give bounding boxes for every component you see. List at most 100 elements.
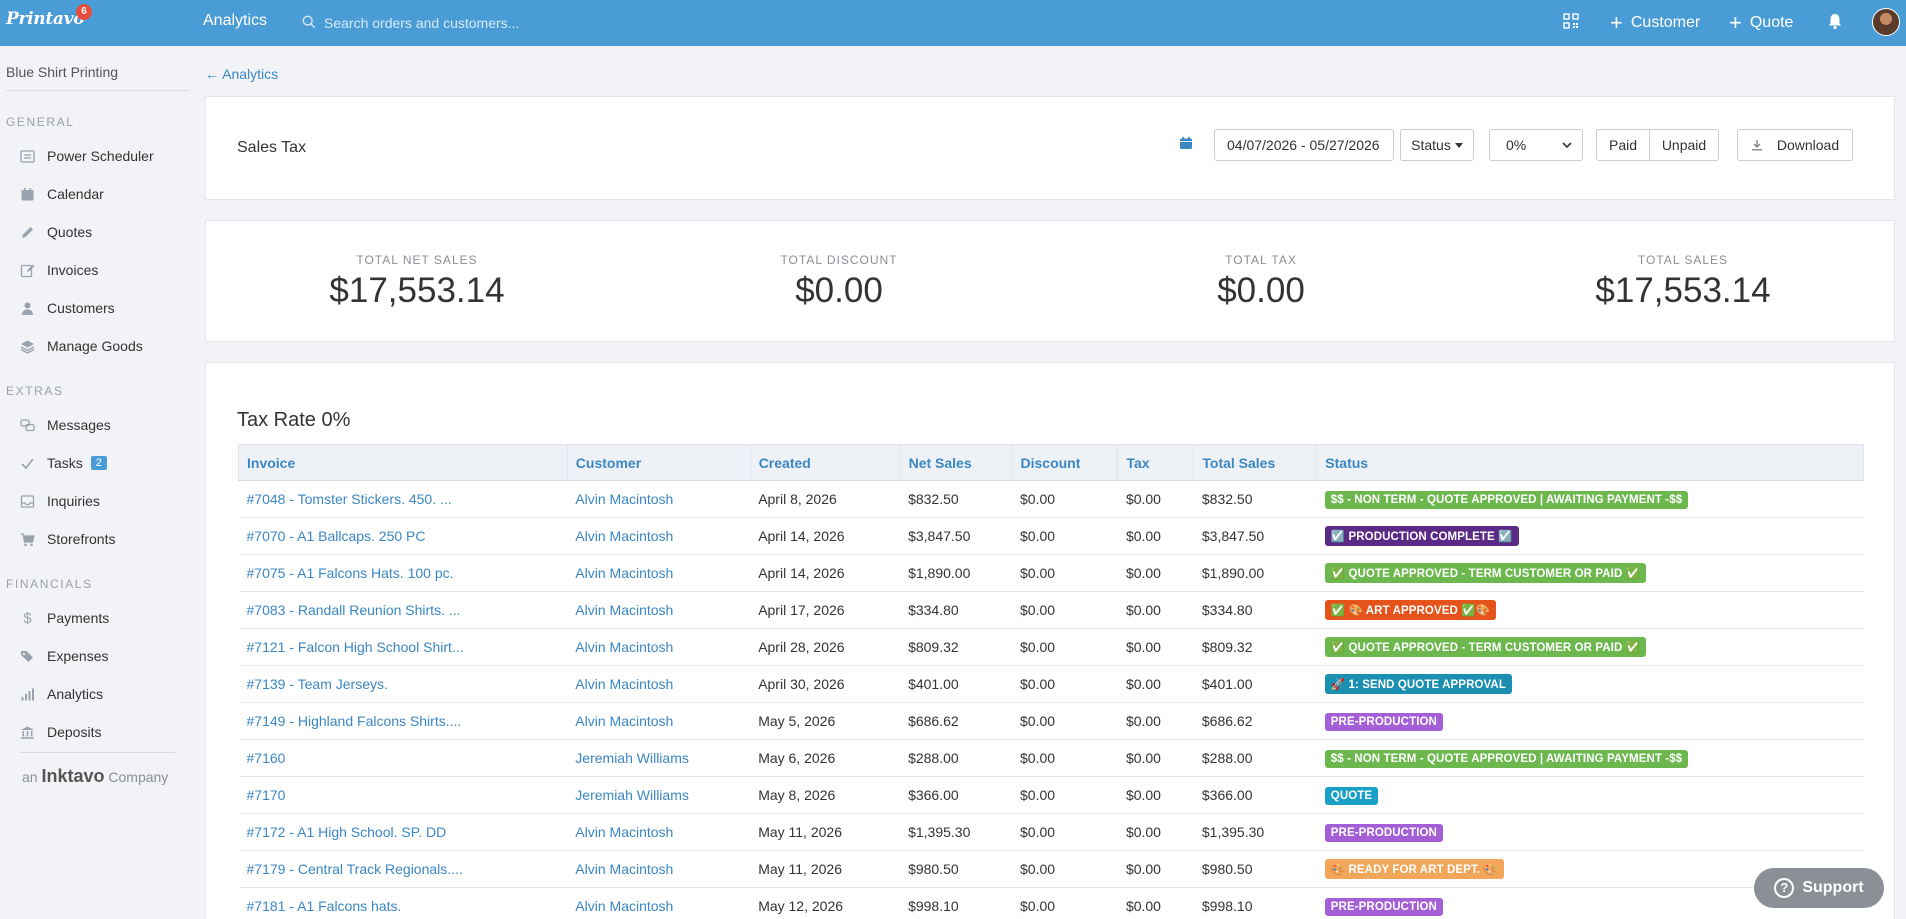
status-badge[interactable]: 🚀 1: SEND QUOTE APPROVAL — [1324, 674, 1512, 694]
invoice-link[interactable]: #7083 - Randall Reunion Shirts. ... — [238, 591, 568, 629]
status-badge[interactable]: PRE-PRODUCTION — [1324, 712, 1443, 731]
sidebar-item-invoices[interactable]: Invoices — [20, 259, 98, 281]
status-cell: ✅ QUOTE APPROVED - TERM CUSTOMER OR PAID… — [1316, 554, 1864, 592]
column-header-customer[interactable]: Customer — [566, 444, 751, 481]
company-prefix: an — [22, 769, 38, 785]
column-header-invoice[interactable]: Invoice — [238, 444, 568, 481]
invoice-link[interactable]: #7121 - Falcon High School Shirt... — [238, 628, 568, 666]
plus-icon: + — [1729, 10, 1742, 35]
customer-link[interactable]: Alvin Macintosh — [567, 628, 751, 666]
status-badge[interactable]: ✅ QUOTE APPROVED - TERM CUSTOMER OR PAID… — [1324, 637, 1647, 657]
sidebar-item-storefronts[interactable]: Storefronts — [20, 528, 115, 550]
table-row[interactable]: #7139 - Team Jerseys. Alvin Macintosh Apri… — [238, 665, 1864, 703]
invoice-link[interactable]: #7139 - Team Jerseys. — [238, 665, 568, 703]
invoice-link[interactable]: #7070 - A1 Ballcaps. 250 PC — [238, 517, 568, 555]
table-row[interactable]: #7121 - Falcon High School Shirt... Alvin… — [238, 628, 1864, 666]
status-badge[interactable]: ✅ QUOTE APPROVED - TERM CUSTOMER OR PAID… — [1324, 563, 1647, 583]
status-badge[interactable]: PRE-PRODUCTION — [1324, 823, 1443, 842]
back-to-analytics-link[interactable]: ← Analytics — [205, 66, 279, 82]
sidebar-item-power-scheduler[interactable]: Power Scheduler — [20, 145, 154, 167]
user-avatar[interactable] — [1872, 8, 1900, 36]
customer-link[interactable]: Alvin Macintosh — [567, 554, 751, 592]
table-row[interactable]: #7160 Jeremiah Williams May 6, 2026 $288.00… — [238, 739, 1864, 777]
status-badge[interactable]: PRE-PRODUCTION — [1324, 897, 1443, 916]
sidebar-item-tasks[interactable]: Tasks 2 — [20, 452, 107, 474]
customer-link[interactable]: Alvin Macintosh — [567, 702, 751, 740]
sidebar-item-inquiries[interactable]: Inquiries — [20, 490, 100, 512]
sidebar-item-expenses[interactable]: Expenses — [20, 645, 108, 667]
customer-link[interactable]: Jeremiah Williams — [567, 739, 751, 777]
customer-link[interactable]: Alvin Macintosh — [567, 591, 751, 629]
column-header-discount[interactable]: Discount — [1011, 444, 1119, 481]
customer-link[interactable]: Alvin Macintosh — [567, 850, 751, 888]
column-header-status[interactable]: Status — [1316, 444, 1864, 481]
sidebar-item-customers[interactable]: Customers — [20, 297, 115, 319]
invoice-link[interactable]: #7160 — [238, 739, 568, 777]
column-header-total-sales[interactable]: Total Sales — [1193, 444, 1318, 481]
status-badge[interactable]: QUOTE — [1324, 786, 1379, 805]
sidebar-item-calendar[interactable]: Calendar — [20, 183, 104, 205]
inktavo-company-logo[interactable]: an Inktavo Company — [22, 766, 168, 787]
invoice-link[interactable]: #7179 - Central Track Regionals.... — [238, 850, 568, 888]
support-label: Support — [1802, 879, 1864, 896]
support-button[interactable]: ? Support — [1754, 868, 1884, 908]
customer-link[interactable]: Alvin Macintosh — [567, 665, 751, 703]
column-header-net-sales[interactable]: Net Sales — [899, 444, 1013, 481]
column-header-created[interactable]: Created — [749, 444, 901, 481]
tax-rate-select[interactable]: 0% — [1489, 129, 1583, 161]
customer-link[interactable]: Alvin Macintosh — [567, 813, 751, 851]
search-input[interactable] — [324, 8, 794, 38]
status-badge[interactable]: 🎨 READY FOR ART DEPT. 🎨 — [1324, 859, 1504, 879]
table-row[interactable]: #7179 - Central Track Regionals.... Alvin… — [238, 850, 1864, 888]
table-row[interactable]: #7181 - A1 Falcons hats. Alvin Macintosh M… — [238, 887, 1864, 919]
sidebar-item-manage-goods[interactable]: Manage Goods — [20, 335, 143, 357]
download-button[interactable]: Download — [1737, 129, 1853, 161]
calendar-icon[interactable] — [1179, 136, 1193, 150]
sidebar-item-analytics[interactable]: Analytics — [20, 683, 103, 705]
status-badge[interactable]: $$ - NON TERM - QUOTE APPROVED | AWAITIN… — [1324, 490, 1689, 509]
table-row[interactable]: #7075 - A1 Falcons Hats. 100 pc. Alvin Ma… — [238, 554, 1864, 592]
invoice-link[interactable]: #7149 - Highland Falcons Shirts.... — [238, 702, 568, 740]
organization-name[interactable]: Blue Shirt Printing — [6, 64, 119, 80]
sidebar-item-label: Customers — [47, 300, 115, 316]
table-row[interactable]: #7172 - A1 High School. SP. DD Alvin Maci… — [238, 813, 1864, 851]
customer-link[interactable]: Alvin Macintosh — [567, 887, 751, 919]
invoice-link[interactable]: #7170 — [238, 776, 568, 814]
sidebar-item-deposits[interactable]: Deposits — [20, 721, 101, 743]
table-row[interactable]: #7083 - Randall Reunion Shirts. ... Alvin… — [238, 591, 1864, 629]
column-header-tax[interactable]: Tax — [1117, 444, 1195, 481]
net-sales-value: $832.50 — [900, 480, 1012, 518]
sidebar-item-messages[interactable]: Messages — [20, 414, 111, 436]
customer-link[interactable]: Alvin Macintosh — [567, 480, 751, 518]
invoice-link[interactable]: #7172 - A1 High School. SP. DD — [238, 813, 568, 851]
printavo-logo[interactable]: Printavo — [6, 9, 85, 29]
table-row[interactable]: #7149 - Highland Falcons Shirts.... Alvin… — [238, 702, 1864, 740]
add-customer-button[interactable]: + Customer — [1610, 10, 1700, 36]
unpaid-filter-button[interactable]: Unpaid — [1649, 129, 1719, 161]
bell-icon[interactable] — [1826, 12, 1844, 30]
sidebar-item-label: Deposits — [47, 724, 102, 740]
status-badge[interactable]: ☑️ PRODUCTION COMPLETE ☑️ — [1324, 526, 1519, 546]
status-badge[interactable]: $$ - NON TERM - QUOTE APPROVED | AWAITIN… — [1324, 749, 1689, 768]
sidebar-item-label: Storefronts — [47, 531, 116, 547]
add-quote-button[interactable]: + Quote — [1729, 10, 1793, 36]
sidebar-item-payments[interactable]: $ Payments — [20, 607, 109, 629]
sidebar-item-quotes[interactable]: Quotes — [20, 221, 92, 243]
date-range-input[interactable]: 04/07/2026 - 05/27/2026 — [1214, 129, 1394, 161]
invoice-link[interactable]: #7181 - A1 Falcons hats. — [238, 887, 568, 919]
table-row[interactable]: #7170 Jeremiah Williams May 8, 2026 $366.00… — [238, 776, 1864, 814]
qr-code-icon[interactable] — [1563, 13, 1579, 29]
net-sales-value: $334.80 — [900, 591, 1012, 629]
status-dropdown-button[interactable]: Status — [1400, 129, 1474, 161]
customer-link[interactable]: Alvin Macintosh — [567, 517, 751, 555]
invoice-link[interactable]: #7048 - Tomster Stickers. 450. ... — [238, 480, 568, 518]
status-badge[interactable]: ✅ 🎨 ART APPROVED ✅🎨 — [1324, 600, 1497, 620]
invoice-link[interactable]: #7075 - A1 Falcons Hats. 100 pc. — [238, 554, 568, 592]
table-row[interactable]: #7070 - A1 Ballcaps. 250 PC Alvin Macinto… — [238, 517, 1864, 555]
table-row[interactable]: #7048 - Tomster Stickers. 450. ... Alvin … — [238, 480, 1864, 518]
total-value: $0.00 — [795, 271, 883, 310]
paid-filter-button[interactable]: Paid — [1596, 129, 1650, 161]
customer-link[interactable]: Jeremiah Williams — [567, 776, 751, 814]
general-section-heading: GENERAL — [6, 115, 75, 129]
layers-icon — [20, 340, 35, 354]
